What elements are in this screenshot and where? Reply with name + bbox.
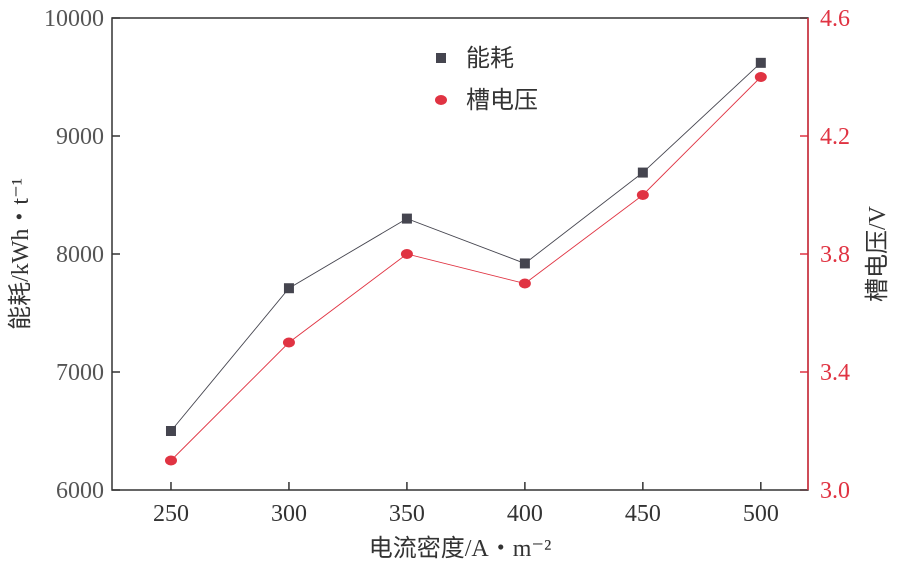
data-point-voltage [518, 278, 531, 289]
series-line-0 [170, 62, 762, 432]
legend: 能耗 槽电压 [435, 45, 538, 114]
data-point-energy [755, 57, 766, 68]
data-point-energy [637, 167, 648, 178]
y-axis-label-left: 能耗/kWh・t⁻¹ [7, 178, 34, 330]
y-right-tick-label: 3.0 [820, 478, 850, 504]
legend-label-voltage: 槽电压 [466, 87, 538, 114]
y-left-tick-label: 10000 [44, 6, 104, 32]
legend-label-energy: 能耗 [466, 45, 514, 72]
y-left-tick-label: 9000 [56, 124, 104, 150]
data-point-energy [401, 213, 412, 224]
y-left-tick-label: 8000 [56, 242, 104, 268]
legend-marker-energy [436, 53, 446, 63]
x-tick-label: 250 [153, 501, 189, 527]
series-line-1 [170, 76, 762, 461]
y-right-tick-label: 3.4 [820, 360, 850, 386]
data-point-energy [165, 426, 176, 436]
y-right-tick-label: 4.2 [820, 124, 850, 150]
legend-marker-voltage [435, 95, 447, 105]
y-right-tick-label: 3.8 [820, 242, 850, 268]
data-point-voltage [164, 455, 177, 466]
x-tick-label: 450 [625, 501, 661, 527]
y-left-tick-label: 7000 [56, 360, 104, 386]
data-point-energy [519, 258, 530, 269]
data-point-energy [283, 283, 294, 294]
y-axis-label-right: 槽电压/V [864, 205, 891, 302]
data-point-voltage [754, 72, 767, 82]
x-tick-label: 350 [389, 501, 425, 527]
data-point-voltage [636, 190, 649, 200]
y-left-tick-label: 6000 [56, 478, 104, 504]
x-tick-label: 500 [743, 501, 779, 527]
data-point-voltage [282, 337, 295, 348]
y-right-tick-label: 4.6 [820, 6, 850, 32]
x-tick-label: 400 [507, 501, 543, 527]
x-tick-label: 300 [271, 501, 307, 527]
x-axis-label: 电流密度/A・m⁻² [369, 535, 552, 562]
plot-frame [111, 17, 809, 491]
data-point-voltage [400, 249, 413, 259]
